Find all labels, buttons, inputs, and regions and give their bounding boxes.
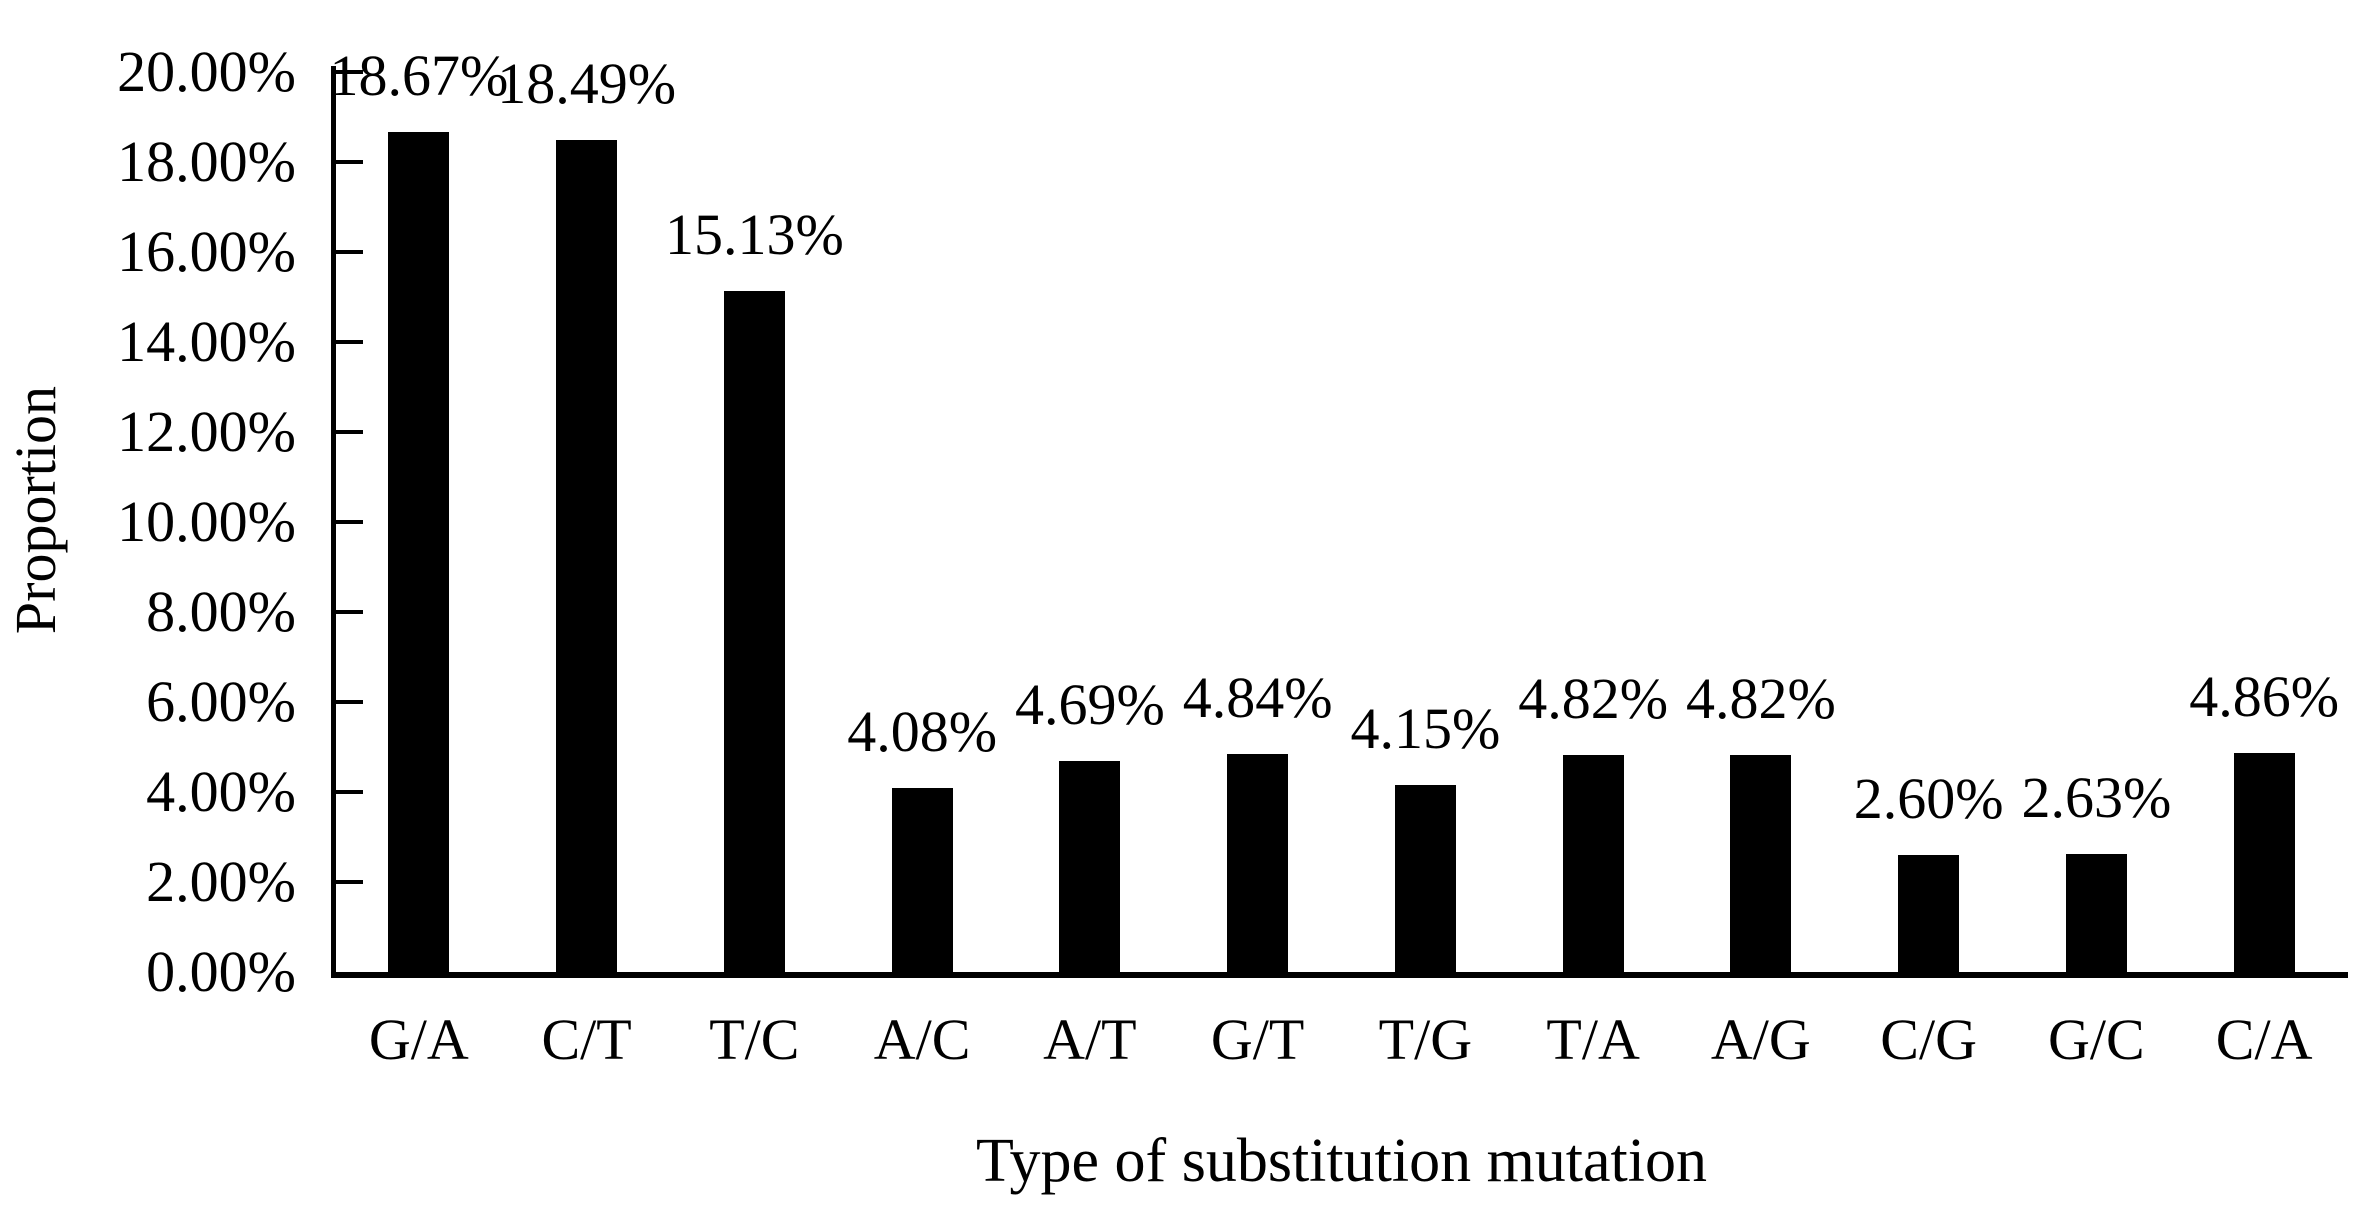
y-axis-line <box>331 66 336 978</box>
y-tick-label: 4.00% <box>146 759 296 824</box>
bar <box>556 139 618 972</box>
x-category-label: A/T <box>1043 1007 1137 1072</box>
y-tick <box>336 70 363 74</box>
x-axis-title: Type of substitution mutation <box>975 1127 1707 1195</box>
y-tick <box>336 340 363 344</box>
y-tick-label: 10.00% <box>117 489 296 554</box>
x-category-label: T/C <box>709 1007 800 1072</box>
y-tick-label: 18.00% <box>117 129 296 194</box>
bar-value-label: 4.82% <box>1685 666 1836 732</box>
bar-value-label: 4.84% <box>1182 665 1333 731</box>
bar <box>1730 755 1792 972</box>
x-category-label: C/T <box>541 1007 632 1072</box>
x-category-label: G/T <box>1210 1007 1305 1072</box>
x-category-label: T/G <box>1378 1007 1473 1072</box>
bar <box>891 788 953 972</box>
bar-value-label: 4.69% <box>1014 671 1165 737</box>
bar <box>1394 785 1456 972</box>
y-tick <box>336 790 363 794</box>
bar-value-label: 15.13% <box>664 202 844 268</box>
x-category-label: G/A <box>368 1007 469 1072</box>
y-tick-label: 16.00% <box>117 219 296 284</box>
x-category-label: G/C <box>2048 1007 2145 1072</box>
bar <box>2065 853 2127 972</box>
y-tick <box>336 880 363 884</box>
y-tick <box>336 700 363 704</box>
bar <box>723 291 785 972</box>
x-category-label: T/A <box>1546 1007 1640 1072</box>
y-tick <box>336 430 363 434</box>
bar-value-label: 4.15% <box>1350 696 1501 762</box>
bar-value-label: 4.82% <box>1518 666 1669 732</box>
y-tick <box>336 160 363 164</box>
bar <box>388 131 450 972</box>
bar-value-label: 18.49% <box>497 50 677 116</box>
x-axis-line <box>331 972 2348 978</box>
bar <box>1898 855 1960 972</box>
x-category-label: C/A <box>2215 1007 2313 1072</box>
y-tick-label: 0.00% <box>146 939 296 1004</box>
bar-value-label: 2.60% <box>1853 766 2004 831</box>
bar-value-label: 4.86% <box>2189 664 2340 730</box>
x-category-label: C/G <box>1880 1007 1977 1072</box>
y-tick-label: 12.00% <box>117 399 296 464</box>
y-tick <box>336 520 363 524</box>
y-tick-label: 20.00% <box>117 39 296 104</box>
bar <box>1059 760 1121 972</box>
x-category-label: A/C <box>873 1007 971 1072</box>
x-category-label: A/G <box>1710 1007 1811 1072</box>
bar <box>1562 755 1624 972</box>
y-tick <box>336 610 363 614</box>
y-tick-label: 8.00% <box>146 579 296 644</box>
y-tick <box>336 250 363 254</box>
bar <box>1227 754 1289 972</box>
bar <box>2233 753 2295 972</box>
bar-value-label: 4.08% <box>847 699 998 765</box>
y-tick-label: 14.00% <box>117 309 296 374</box>
y-tick-label: 2.00% <box>146 849 296 914</box>
bar-value-label: 18.67% <box>329 42 509 108</box>
y-tick-label: 6.00% <box>146 669 296 734</box>
bar-value-label: 2.63% <box>2021 764 2172 830</box>
